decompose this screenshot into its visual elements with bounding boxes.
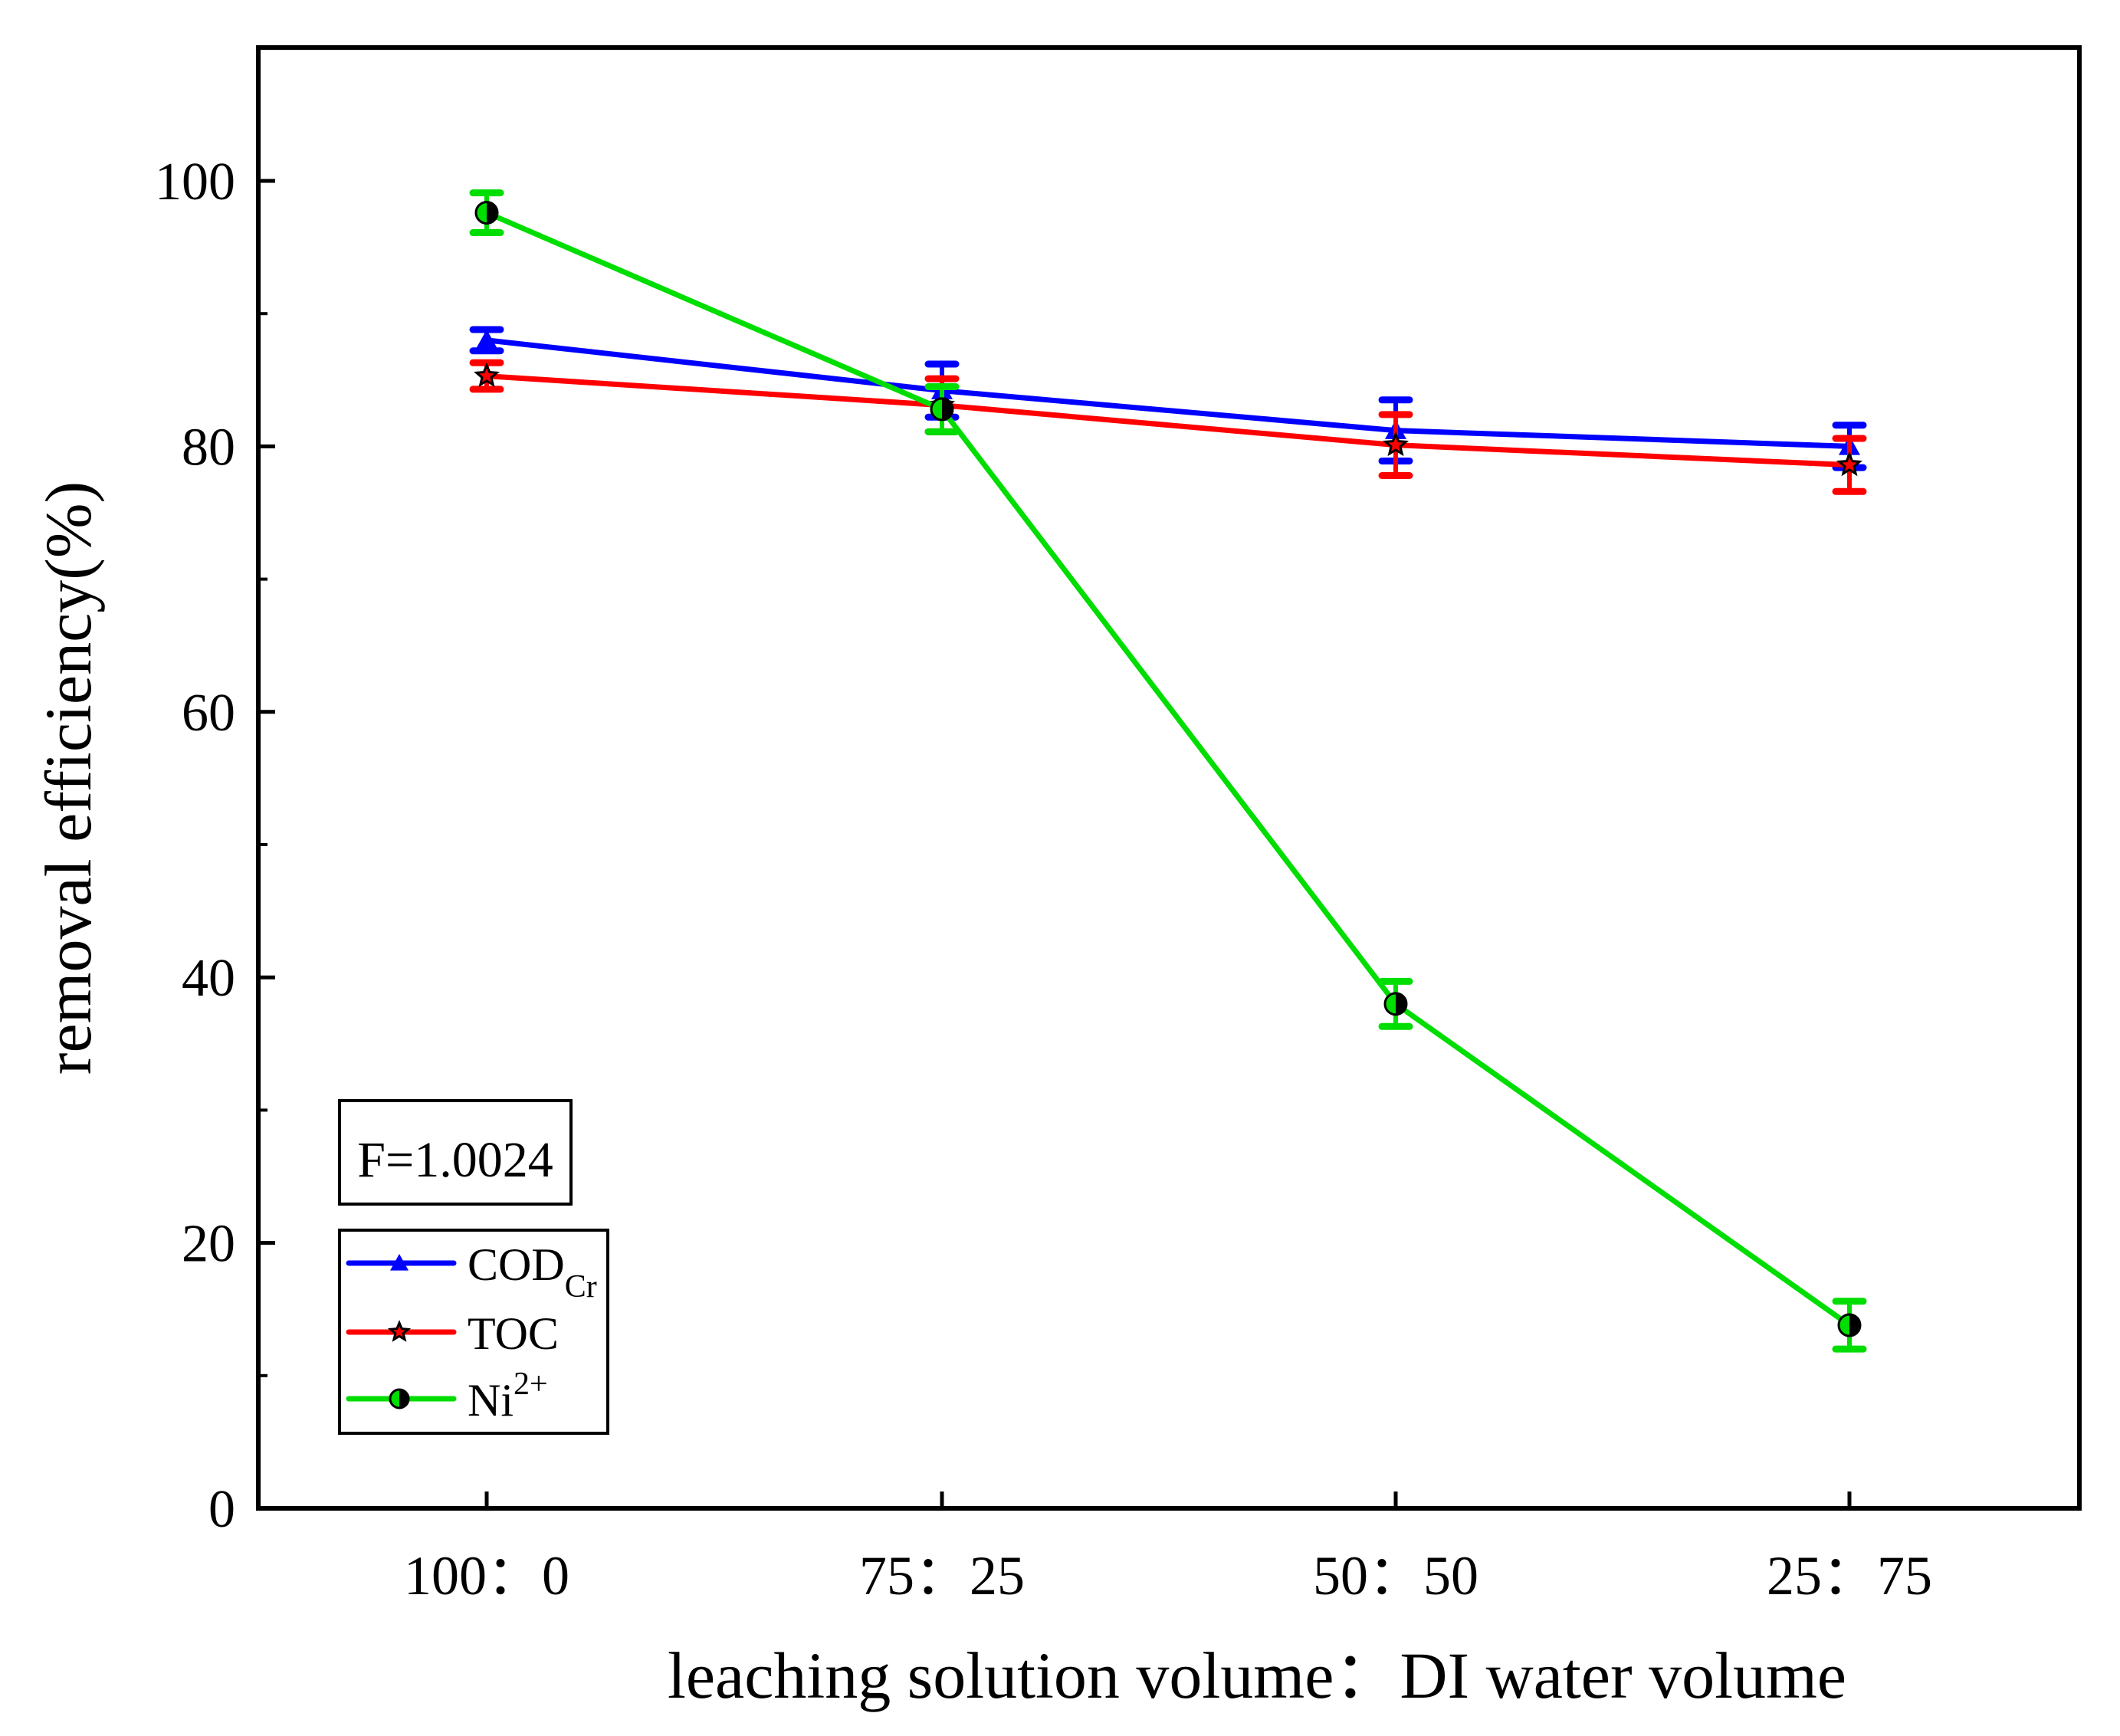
legend-item-ni: Ni2+ [346,1367,548,1426]
half-circle-marker [389,1388,410,1409]
star-marker [1836,451,1863,477]
legend-label-subscript: Cr [565,1269,597,1304]
legend-item-cod: CODCr [346,1239,597,1304]
x-axis-label: leaching solution volume：DI water volume [668,1639,1846,1712]
star-marker [387,1320,412,1342]
y-tick-label: 40 [182,949,235,1008]
x-tick-label: 100：0 [404,1545,569,1606]
triangle-marker [390,1254,409,1271]
legend-label-main: Ni [468,1375,514,1426]
marker-outline [1837,1313,1862,1337]
half-circle-marker [1383,992,1408,1016]
plot-frame [256,45,2082,1511]
series-line [486,373,1850,468]
half-circle-marker [474,201,499,225]
y-axis-label: removal efficiency(%) [31,481,105,1075]
half-circle-marker [930,397,954,422]
x-tick-label: 50：50 [1313,1545,1478,1606]
y-tick-label: 60 [182,684,235,743]
y-tick-label: 0 [208,1480,235,1539]
legend-label: CODCr [468,1239,597,1304]
series-toc [469,359,1867,495]
legend-label-main: COD [468,1239,565,1290]
annotation-text: F=1.0024 [357,1132,553,1188]
annotation-box: F=1.0024 [338,1099,573,1206]
legend-label: TOC [468,1308,559,1359]
x-tick-label: 25：75 [1767,1545,1932,1606]
marker-outline [1383,992,1408,1016]
y-tick-label: 100 [155,153,235,212]
series-cod [469,326,1867,471]
series-line [486,337,1850,449]
legend-item-toc: TOC [346,1308,559,1359]
series-ni [469,189,1867,1353]
series-line [485,210,1852,1327]
y-tick-label: 80 [182,418,235,477]
y-tick-label: 20 [182,1215,235,1274]
star-marker [1382,431,1410,457]
legend-label-superscript: 2+ [514,1367,548,1402]
marker-outline [930,397,954,422]
legend-label-main: TOC [468,1308,559,1359]
half-circle-marker [1837,1313,1862,1337]
x-tick-label: 75：25 [859,1545,1025,1606]
marker-outline [474,201,499,225]
star-marker [474,362,500,388]
triangle-marker [476,329,497,349]
marker-outline [389,1388,410,1409]
legend-label: Ni2+ [468,1367,548,1426]
